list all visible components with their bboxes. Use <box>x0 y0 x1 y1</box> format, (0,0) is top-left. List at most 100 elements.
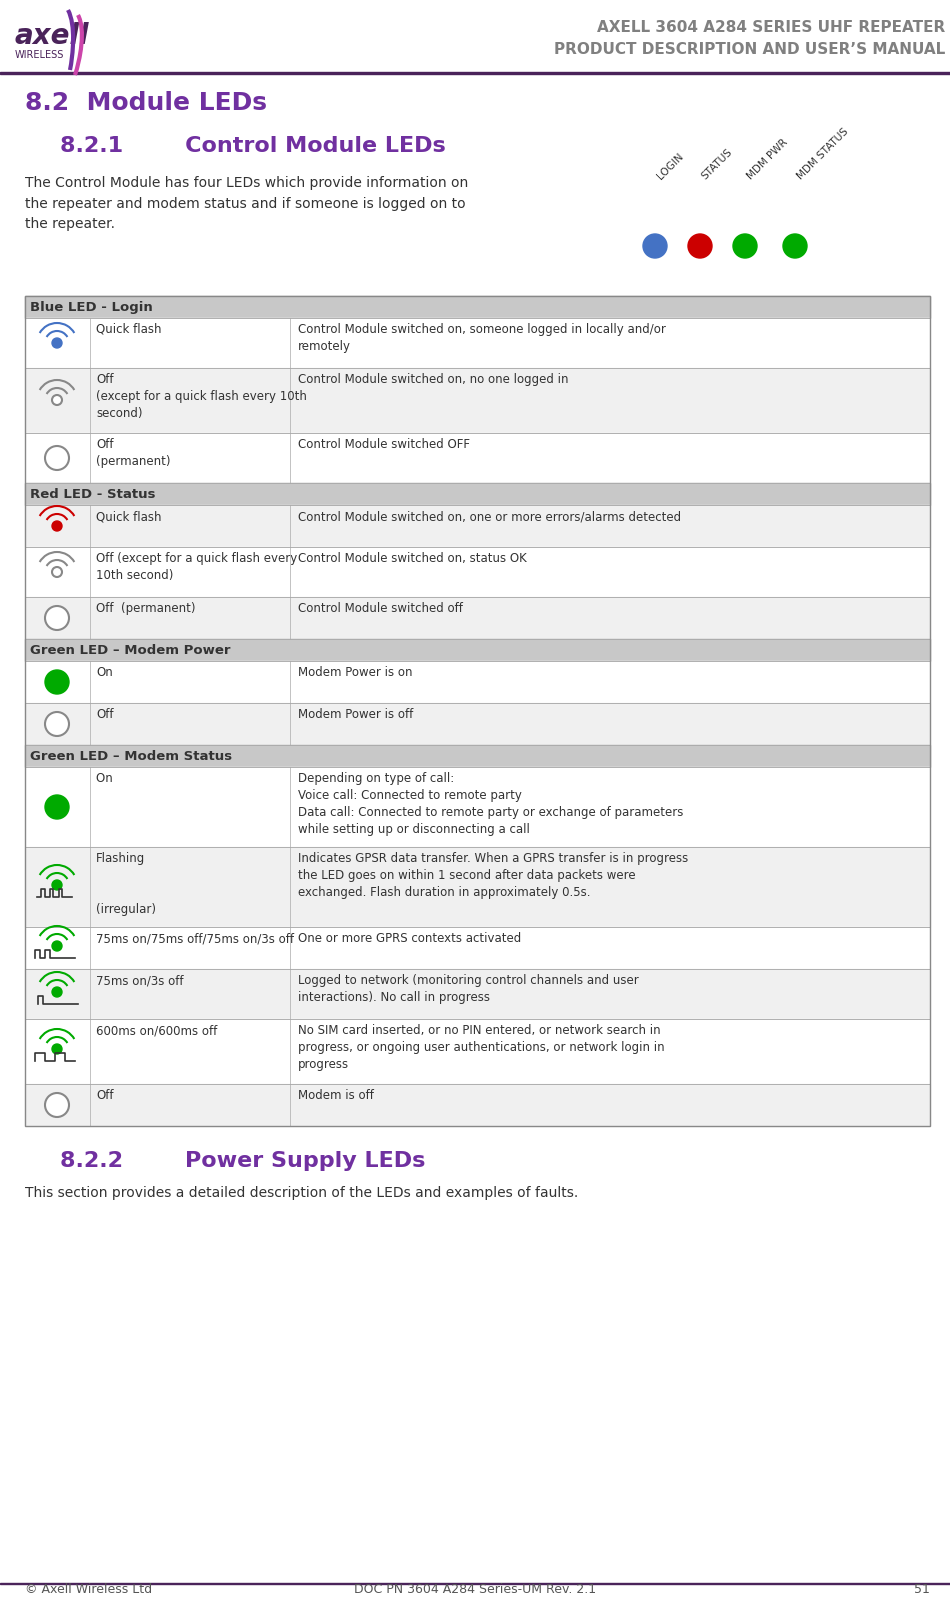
Text: Red LED - Status: Red LED - Status <box>30 487 156 500</box>
Text: Off (except for a quick flash every
10th second): Off (except for a quick flash every 10th… <box>96 552 297 583</box>
Text: The Control Module has four LEDs which provide information on
the repeater and m: The Control Module has four LEDs which p… <box>25 176 468 231</box>
Bar <box>25 295 930 318</box>
Text: 75ms on/75ms off/75ms on/3s off: 75ms on/75ms off/75ms on/3s off <box>96 931 294 946</box>
Text: On: On <box>96 667 113 679</box>
Text: Logged to network (monitoring control channels and user
interactions). No call i: Logged to network (monitoring control ch… <box>298 973 638 1004</box>
Text: 75ms on/3s off: 75ms on/3s off <box>96 973 183 988</box>
Text: Control Module switched on, status OK: Control Module switched on, status OK <box>298 552 526 565</box>
Circle shape <box>52 941 62 951</box>
Circle shape <box>52 337 62 349</box>
Text: Control Module switched off: Control Module switched off <box>298 602 463 615</box>
Text: Depending on type of call:
Voice call: Connected to remote party
Data call: Conn: Depending on type of call: Voice call: C… <box>298 771 683 836</box>
Text: Off
(permanent): Off (permanent) <box>96 437 170 468</box>
Text: AXELL 3604 A284 SERIES UHF REPEATER: AXELL 3604 A284 SERIES UHF REPEATER <box>597 19 945 36</box>
Bar <box>25 968 930 1018</box>
Circle shape <box>45 670 69 694</box>
Text: Off: Off <box>96 1089 113 1102</box>
Bar <box>25 433 930 483</box>
Bar <box>25 318 930 368</box>
Bar <box>25 746 930 767</box>
Text: © Axell Wireless Ltd: © Axell Wireless Ltd <box>25 1583 152 1596</box>
Circle shape <box>45 796 69 818</box>
Circle shape <box>52 1044 62 1054</box>
Text: Quick flash: Quick flash <box>96 323 162 336</box>
Bar <box>25 433 930 483</box>
Text: Green LED – Modem Power: Green LED – Modem Power <box>30 644 231 657</box>
Bar <box>25 1085 930 1127</box>
Text: Blue LED - Login: Blue LED - Login <box>30 300 153 313</box>
Bar <box>0 0 950 73</box>
Bar <box>25 926 930 968</box>
Bar <box>25 746 930 767</box>
Text: axell: axell <box>15 23 89 50</box>
Bar <box>0 71 950 74</box>
Circle shape <box>52 567 62 576</box>
Text: 51: 51 <box>914 1583 930 1596</box>
Circle shape <box>45 445 69 470</box>
Text: Quick flash: Quick flash <box>96 510 162 523</box>
Bar <box>25 318 930 368</box>
Bar <box>25 847 930 926</box>
Text: 8.2  Module LEDs: 8.2 Module LEDs <box>25 90 267 115</box>
Bar <box>25 1018 930 1085</box>
Text: Indicates GPSR data transfer. When a GPRS transfer is in progress
the LED goes o: Indicates GPSR data transfer. When a GPR… <box>298 852 688 899</box>
Text: Modem is off: Modem is off <box>298 1089 374 1102</box>
Bar <box>25 704 930 746</box>
Circle shape <box>52 395 62 405</box>
Bar <box>25 505 930 547</box>
Bar <box>25 662 930 704</box>
Bar <box>25 597 930 639</box>
Text: WIRELESS: WIRELESS <box>15 50 65 60</box>
Bar <box>25 639 930 662</box>
Text: One or more GPRS contexts activated: One or more GPRS contexts activated <box>298 931 522 946</box>
Text: Off
(except for a quick flash every 10th
second): Off (except for a quick flash every 10th… <box>96 373 307 420</box>
Text: LOGIN: LOGIN <box>655 152 685 181</box>
Bar <box>25 767 930 847</box>
Circle shape <box>783 234 807 258</box>
Text: Control Module switched on, no one logged in: Control Module switched on, no one logge… <box>298 373 568 386</box>
Bar <box>25 483 930 505</box>
Bar <box>25 704 930 746</box>
Text: MDM STATUS: MDM STATUS <box>795 126 850 181</box>
Bar <box>25 368 930 433</box>
Bar <box>25 547 930 597</box>
Text: On: On <box>96 771 135 784</box>
Text: Green LED – Modem Status: Green LED – Modem Status <box>30 749 232 762</box>
Circle shape <box>45 605 69 629</box>
Circle shape <box>643 234 667 258</box>
Bar <box>25 767 930 847</box>
Bar <box>25 639 930 662</box>
Bar <box>25 662 930 704</box>
Text: Modem Power is off: Modem Power is off <box>298 709 413 721</box>
Bar <box>25 295 930 318</box>
Text: PRODUCT DESCRIPTION AND USER’S MANUAL: PRODUCT DESCRIPTION AND USER’S MANUAL <box>554 42 945 56</box>
Text: DOC PN 3604 A284 Series-UM Rev. 2.1: DOC PN 3604 A284 Series-UM Rev. 2.1 <box>354 1583 596 1596</box>
Circle shape <box>688 234 712 258</box>
Text: 8.2.2        Power Supply LEDs: 8.2.2 Power Supply LEDs <box>60 1151 426 1172</box>
Text: No SIM card inserted, or no PIN entered, or network search in
progress, or ongoi: No SIM card inserted, or no PIN entered,… <box>298 1023 665 1072</box>
Bar <box>25 639 930 662</box>
Text: This section provides a detailed description of the LEDs and examples of faults.: This section provides a detailed descrip… <box>25 1186 579 1199</box>
Text: Off  (permanent): Off (permanent) <box>96 602 196 615</box>
Bar <box>25 483 930 505</box>
Bar <box>25 483 930 505</box>
Circle shape <box>733 234 757 258</box>
Bar <box>25 926 930 968</box>
Bar <box>25 295 930 318</box>
Bar <box>25 547 930 597</box>
Text: Control Module switched on, one or more errors/alarms detected: Control Module switched on, one or more … <box>298 510 681 523</box>
Text: Control Module switched on, someone logged in locally and/or
remotely: Control Module switched on, someone logg… <box>298 323 666 353</box>
Circle shape <box>52 880 62 889</box>
Circle shape <box>45 712 69 736</box>
Text: STATUS: STATUS <box>700 147 734 181</box>
Bar <box>25 597 930 639</box>
Circle shape <box>52 988 62 997</box>
Text: Flashing


(irregular): Flashing (irregular) <box>96 852 156 917</box>
Bar <box>25 847 930 926</box>
Bar <box>25 1018 930 1085</box>
Text: 8.2.1        Control Module LEDs: 8.2.1 Control Module LEDs <box>60 136 446 157</box>
Bar <box>25 746 930 767</box>
Text: Modem Power is on: Modem Power is on <box>298 667 412 679</box>
Text: MDM PWR: MDM PWR <box>745 137 789 181</box>
Text: 600ms on/600ms off: 600ms on/600ms off <box>96 1023 218 1038</box>
